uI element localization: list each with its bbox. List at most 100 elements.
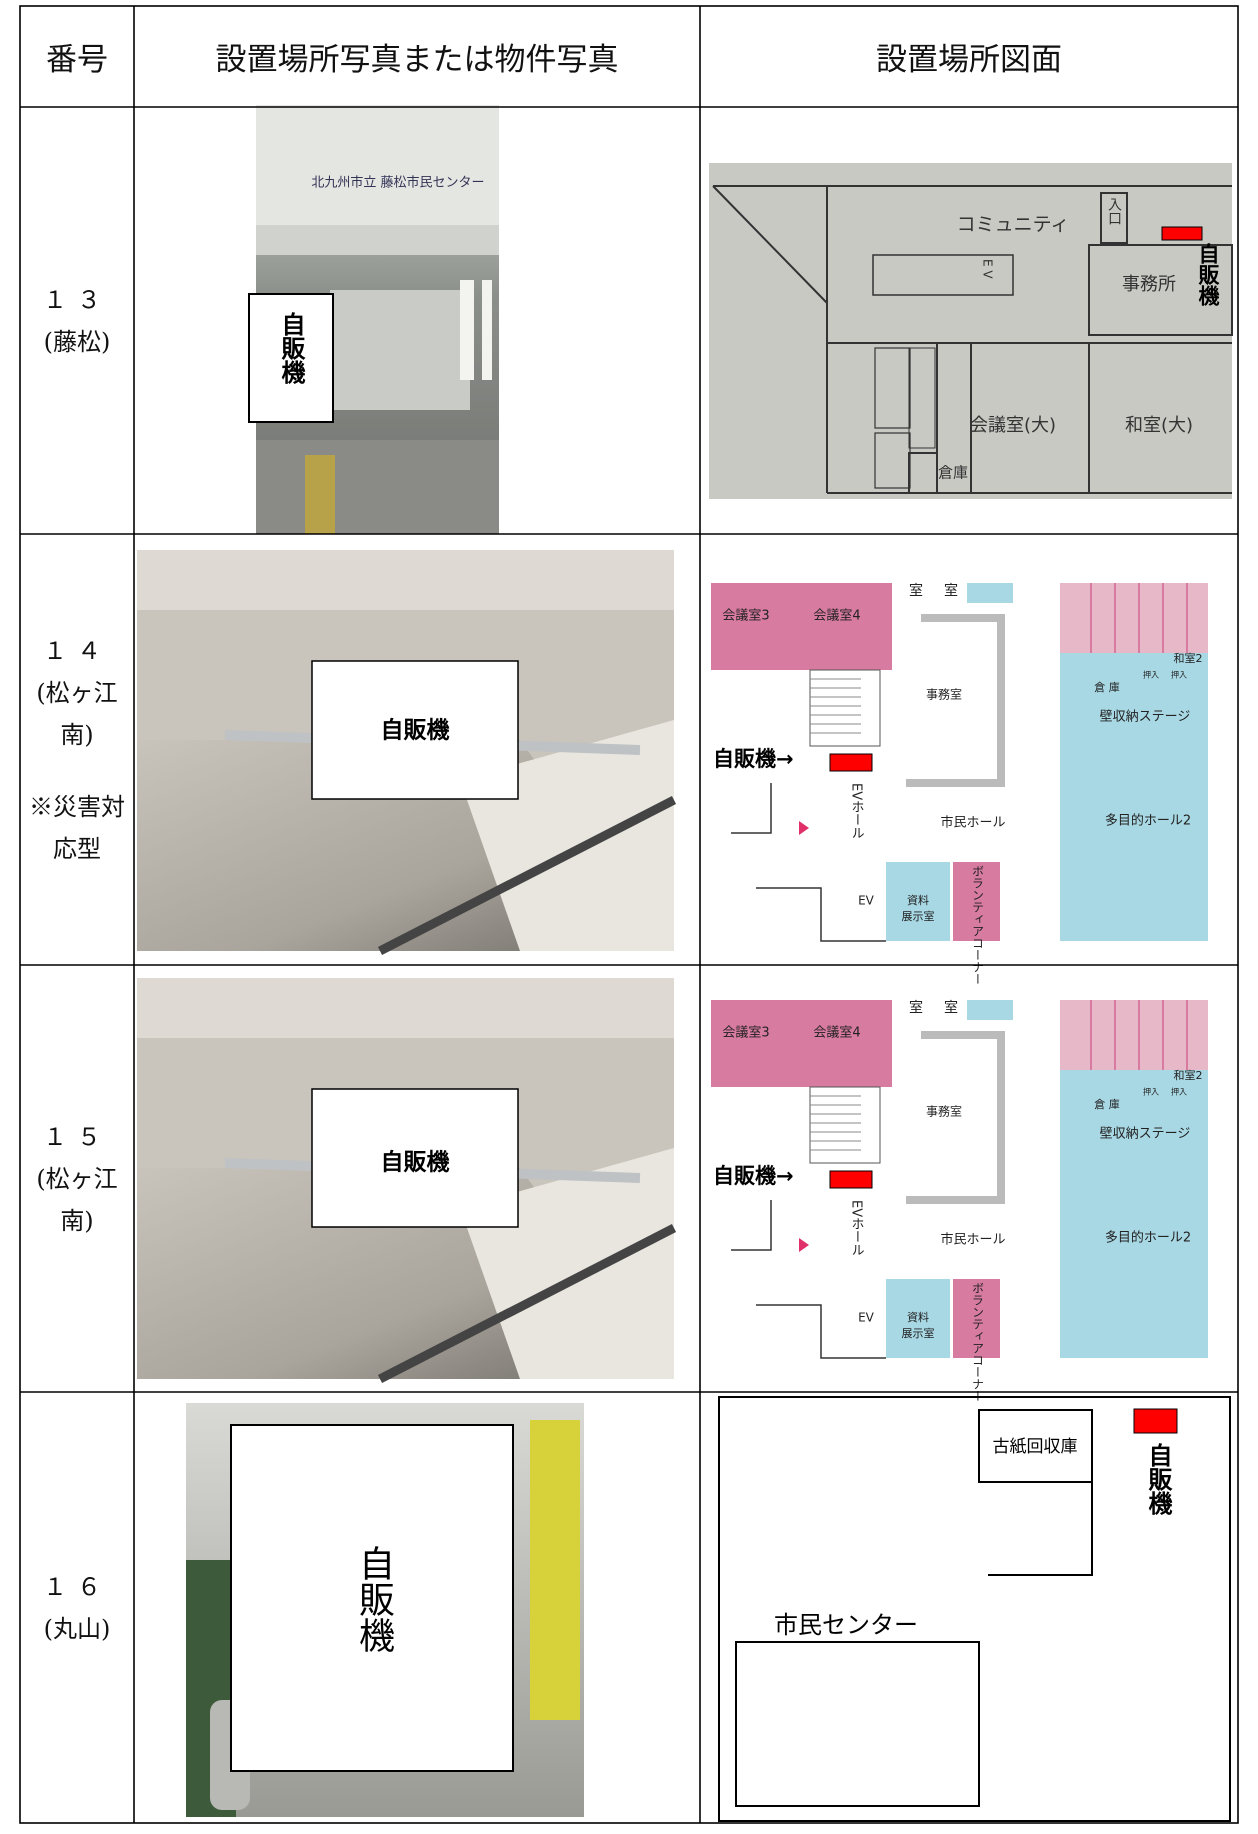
room-label: 会議室3 [722, 609, 769, 624]
photo-14: 自販機 [137, 550, 677, 956]
room-label: 事務室 [926, 688, 962, 702]
table-grid [19, 5, 1239, 1824]
vending-label: 自販機 [381, 1149, 450, 1176]
room-label: 展示室 [902, 1327, 935, 1340]
room-label: 倉 庫 [1094, 680, 1120, 694]
row-number: １５ [43, 1122, 111, 1151]
vending-label: 自販機→ [713, 1164, 794, 1188]
header-number: 番号 [46, 42, 108, 78]
vending-label: 自販機 [1196, 242, 1220, 306]
vending-label: 自販機 [353, 1545, 394, 1653]
photo-16: 自販機 [186, 1403, 584, 1817]
row-number: １６ [43, 1572, 111, 1601]
room-label: 古紙回収庫 [993, 1437, 1078, 1457]
floor-plan-13: コミュニティ 入口 事務所 E V 会議室(大) 和室(大) 倉庫 自販機 [709, 163, 1233, 499]
room [711, 1000, 892, 1087]
room [886, 1279, 950, 1358]
room-label: コミュニティ [957, 214, 1070, 236]
row-place: (藤松) [43, 327, 111, 356]
room-label: 室 [909, 1000, 923, 1016]
room-label: 和室(大) [1125, 415, 1193, 436]
room-label: 多目的ホール2 [1105, 1230, 1191, 1246]
room-label: 和室2 [1174, 652, 1203, 665]
row-place: (丸山) [43, 1614, 111, 1643]
vending-label: 自販機→ [713, 747, 794, 771]
room [1060, 1070, 1208, 1358]
room-label: 市民ホール [940, 1233, 1005, 1248]
room-label: 会議室3 [722, 1026, 769, 1041]
room-label: 室 [944, 583, 958, 599]
room [953, 1279, 1000, 1358]
room [1060, 653, 1208, 941]
room-label: EV [858, 894, 875, 908]
room-label: 和室2 [1174, 1069, 1203, 1082]
room [1060, 1000, 1208, 1070]
row-number: １４ [43, 636, 111, 665]
wall [756, 1304, 886, 1359]
row-label: １３ (藤松) [20, 107, 134, 534]
room-label: 会議室4 [813, 1026, 860, 1041]
floor-plan-16: 古紙回収庫 市民センター 自販機 [718, 1396, 1231, 1822]
room-label: EV [858, 1311, 875, 1325]
photo-13: 北九州市立 藤松市民センター 自販機 [248, 105, 499, 534]
vending-machine [829, 753, 873, 772]
row-number: １３ [43, 285, 111, 314]
photo-15: 自販機 [137, 978, 677, 1384]
room-label: 多目的ホール2 [1105, 813, 1191, 829]
marker [799, 1238, 809, 1252]
room-label: 事務室 [926, 1105, 962, 1119]
room-label: ボランティアコーナー [971, 865, 985, 985]
room-label: 壁収納ステージ [1100, 710, 1191, 725]
room-label: 押入 [1143, 670, 1159, 680]
wall [756, 887, 886, 942]
room-label: EVホール [849, 1200, 864, 1256]
room-label: 事務所 [1122, 274, 1176, 295]
room-label: 資料 [907, 1310, 929, 1324]
vending-label: 自販機 [1144, 1442, 1172, 1516]
photo-sign: 北九州市立 藤松市民センター [311, 176, 484, 191]
room [967, 583, 1013, 603]
vending-machine [829, 1170, 873, 1189]
room-label: 押入 [1143, 1087, 1159, 1097]
stairs [809, 1086, 881, 1164]
room-label: E V [981, 259, 995, 279]
room-label: EVホール [849, 783, 864, 839]
wall [731, 1200, 772, 1251]
room [886, 862, 950, 941]
room-label: 倉 庫 [1094, 1097, 1120, 1111]
vending-label: 自販機 [381, 717, 450, 744]
row-label: １４ (松ヶ江南) ※災害対応型 [20, 534, 134, 965]
room-label: 展示室 [902, 910, 935, 923]
room [953, 862, 1000, 941]
row-note: ※災害対応型 [29, 792, 125, 863]
room [967, 1000, 1013, 1020]
wall [906, 1031, 1005, 1204]
stairs [809, 669, 881, 747]
room [711, 583, 892, 670]
wall [731, 783, 772, 834]
room-label: 会議室4 [813, 609, 860, 624]
room-label: ボランティアコーナー [971, 1282, 985, 1402]
marker [799, 821, 809, 835]
room-label: 市民センター [774, 1611, 918, 1639]
room-label: 入口 [1106, 197, 1122, 225]
row-place: (松ヶ江南) [36, 1164, 118, 1235]
room [1060, 583, 1208, 653]
wall [906, 614, 1005, 787]
room-label: 押入 [1171, 670, 1187, 680]
room-label: 室 [944, 1000, 958, 1016]
row-label: １６ (丸山) [20, 1392, 134, 1823]
room-label: 壁収納ステージ [1100, 1127, 1191, 1142]
room-label: 倉庫 [938, 464, 968, 482]
row-label: １５ (松ヶ江南) [20, 965, 134, 1392]
room-label: 押入 [1171, 1087, 1187, 1097]
header-photo: 設置場所写真または物件写真 [215, 42, 619, 78]
room-label: 会議室(大) [970, 415, 1056, 436]
vending-label: 自販機 [277, 311, 305, 385]
